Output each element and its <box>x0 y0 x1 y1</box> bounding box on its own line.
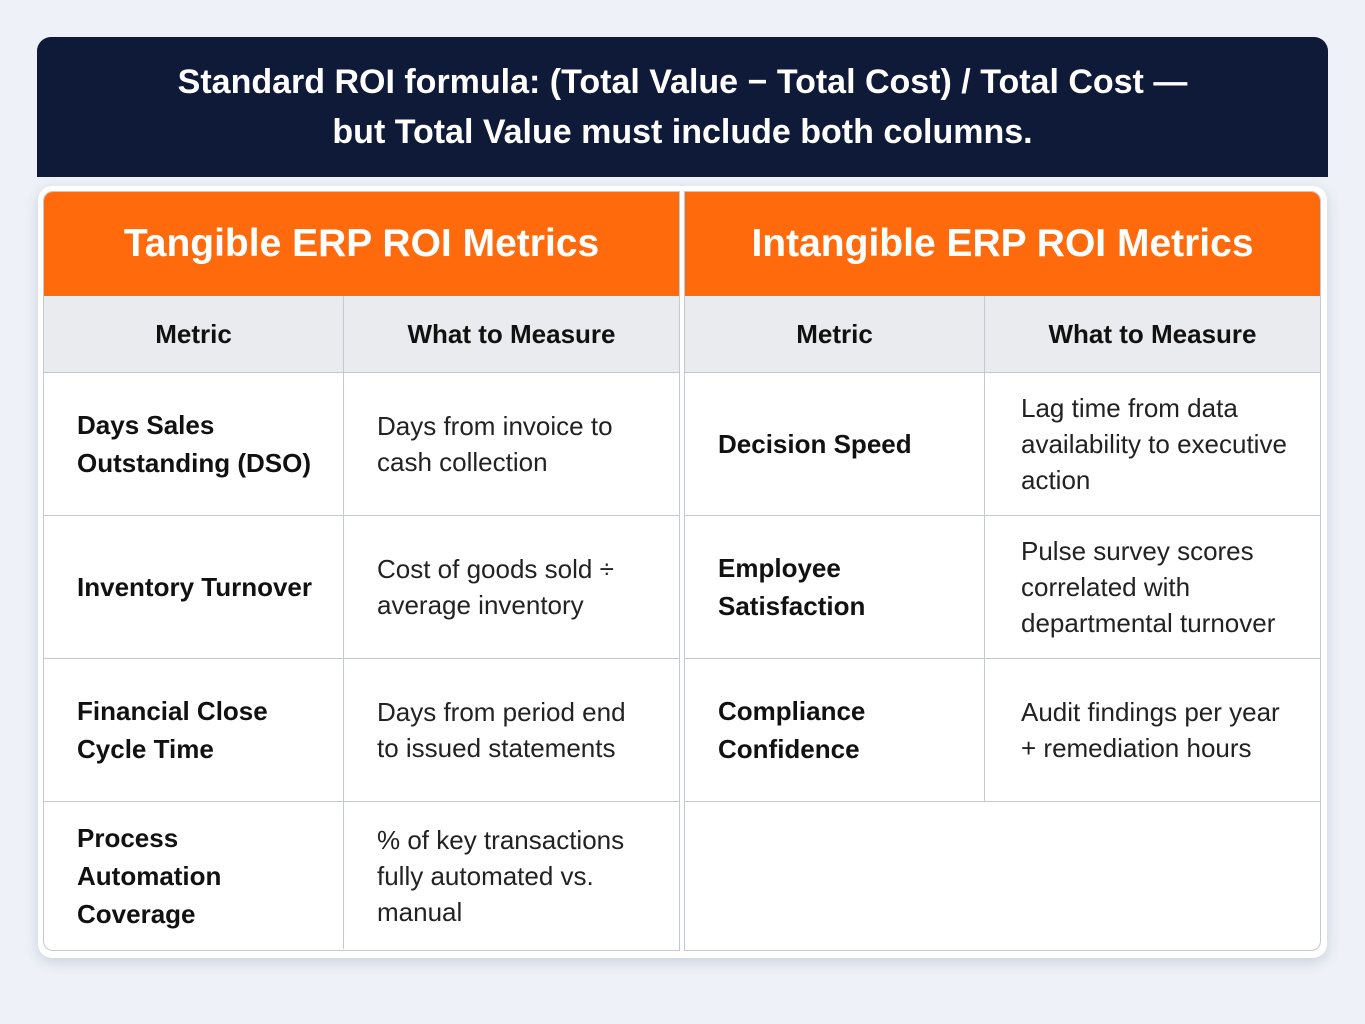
metrics-card: Tangible ERP ROI Metrics Metric What to … <box>38 186 1327 958</box>
metric-name: Compliance Confidence <box>685 659 985 801</box>
metric-name: Process Automation Coverage <box>44 802 344 949</box>
metric-measure: Days from invoice to cash collection <box>377 411 613 477</box>
intangible-metric-header: Metric <box>685 296 985 372</box>
metric-name: Financial Close Cycle Time <box>44 659 344 801</box>
table-row: Process Automation Coverage % of key tra… <box>44 802 679 949</box>
metric-name: Days Sales Outstanding (DSO) <box>44 373 344 515</box>
formula-line-1: Standard ROI formula: (Total Value − Tot… <box>177 63 1188 101</box>
intangible-measure-header: What to Measure <box>1048 318 1257 349</box>
tangible-metric-header: Metric <box>44 296 344 372</box>
tangible-metrics-table: Tangible ERP ROI Metrics Metric What to … <box>43 191 680 951</box>
metric-measure: Cost of goods sold ÷ average inventory <box>377 554 614 620</box>
table-row: Financial Close Cycle Time Days from per… <box>44 659 679 802</box>
metric-measure: Pulse survey scores correlated with depa… <box>1021 536 1276 638</box>
metric-measure: % of key transactions fully automated vs… <box>377 824 625 927</box>
table-row: Inventory Turnover Cost of goods sold ÷ … <box>44 516 679 659</box>
intangible-table-title: Intangible ERP ROI Metrics <box>685 192 1320 296</box>
metric-name: Employee Satisfaction <box>685 516 985 658</box>
metric-name: Decision Speed <box>685 373 985 515</box>
metric-measure: Lag time from data availability to execu… <box>1021 393 1287 495</box>
metric-measure: Audit findings per year + remediation ho… <box>1021 697 1280 763</box>
metric-measure: Days from period end to issued statement… <box>377 697 626 763</box>
metric-name: Inventory Turnover <box>44 516 344 658</box>
table-row: Decision Speed Lag time from data availa… <box>685 373 1320 516</box>
tangible-table-title: Tangible ERP ROI Metrics <box>44 192 679 296</box>
tangible-column-headers: Metric What to Measure <box>44 296 679 373</box>
intangible-metrics-table: Intangible ERP ROI Metrics Metric What t… <box>684 191 1321 951</box>
intangible-column-headers: Metric What to Measure <box>685 296 1320 373</box>
table-row: Compliance Confidence Audit findings per… <box>685 659 1320 802</box>
empty-table-area <box>685 802 1320 950</box>
formula-line-2: but Total Value must include both column… <box>332 113 1033 151</box>
tangible-measure-header: What to Measure <box>407 318 616 349</box>
table-row: Days Sales Outstanding (DSO) Days from i… <box>44 373 679 516</box>
formula-banner: Standard ROI formula: (Total Value − Tot… <box>37 37 1328 177</box>
table-row: Employee Satisfaction Pulse survey score… <box>685 516 1320 659</box>
